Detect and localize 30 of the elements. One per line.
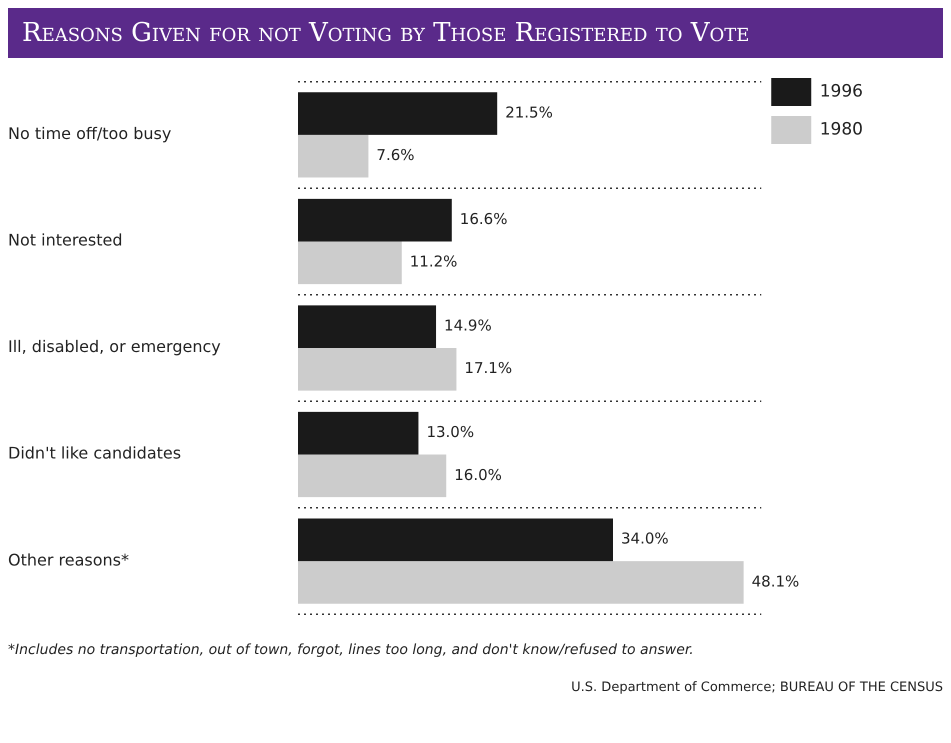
data-label: 14.9%: [444, 316, 492, 335]
text: *Includes no transportation, out of town, forgot, lines too long, and don't know/refused to answer.: [8, 642, 695, 658]
bar: [298, 454, 446, 498]
data-label: 21.5%: [505, 103, 553, 122]
bar: [298, 561, 744, 604]
y-tick-label: No time off/too busy: [8, 124, 172, 144]
legend-label: 1980: [820, 119, 863, 140]
bar: [298, 348, 456, 391]
data-label: 11.2%: [410, 252, 458, 271]
bar: [298, 412, 418, 455]
chart-title: Reasons Given for not Voting by Those Registered to Vote: [8, 8, 943, 58]
legend-label: 1996: [820, 81, 863, 102]
bar: [298, 198, 452, 242]
text: U.S. Department of Commerce; BUREAU OF THE CENSUS: [570, 680, 943, 695]
y-tick-label: Other reasons*: [8, 550, 129, 570]
data-label: 16.6%: [460, 210, 508, 228]
bar: [298, 241, 402, 284]
data-label: 17.1%: [464, 359, 512, 378]
y-tick-label: Not interested: [8, 230, 122, 250]
y-tick-label: Ill, disabled, or emergency: [8, 337, 221, 356]
bar: [298, 305, 436, 348]
data-label: 48.1%: [752, 572, 800, 590]
data-label: 13.0%: [426, 423, 474, 442]
data-label: 16.0%: [454, 466, 502, 484]
bar: [298, 518, 613, 562]
data-label: 7.6%: [376, 146, 415, 164]
y-tick-label: Didn't like candidates: [8, 444, 182, 463]
bar: [298, 92, 498, 135]
data-label: 34.0%: [621, 530, 669, 548]
bar: [298, 134, 368, 178]
